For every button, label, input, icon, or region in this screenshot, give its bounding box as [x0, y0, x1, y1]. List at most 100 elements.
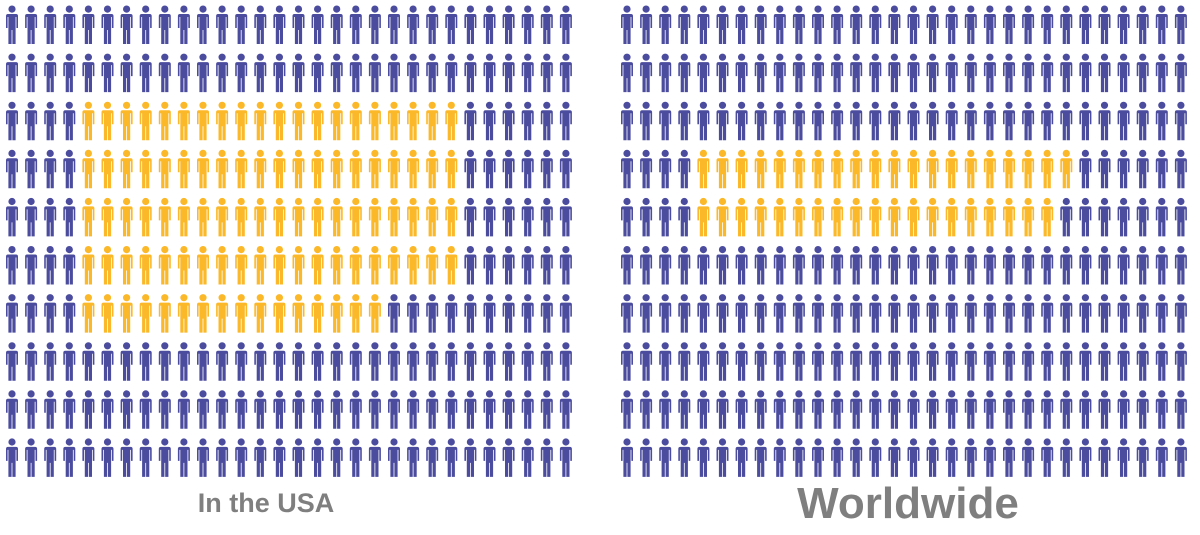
- person: [907, 294, 920, 333]
- person: [177, 390, 190, 429]
- person: [678, 5, 691, 44]
- person: [63, 438, 76, 477]
- person: [5, 390, 18, 429]
- highlighted-person: [311, 294, 324, 333]
- person: [25, 342, 38, 381]
- person: [1022, 294, 1035, 333]
- person: [1155, 342, 1168, 381]
- person: [888, 390, 901, 429]
- person: [483, 53, 496, 93]
- person: [1098, 390, 1111, 429]
- person: [621, 294, 633, 333]
- person: [945, 390, 958, 429]
- person: [445, 438, 458, 477]
- person: [964, 101, 977, 141]
- person: [63, 5, 76, 44]
- person: [1136, 390, 1149, 429]
- person: [1022, 390, 1035, 429]
- person: [850, 390, 863, 429]
- person: [1174, 342, 1187, 381]
- highlighted-person: [292, 149, 305, 189]
- person: [792, 101, 805, 141]
- person: [888, 246, 901, 285]
- person: [63, 101, 76, 141]
- person: [521, 5, 534, 44]
- person: [502, 53, 515, 93]
- person: [850, 5, 863, 44]
- person: [177, 438, 190, 477]
- person: [540, 390, 553, 429]
- highlighted-person: [1041, 197, 1054, 237]
- person: [697, 5, 710, 44]
- person: [44, 101, 57, 141]
- person: [850, 342, 863, 381]
- person: [907, 342, 920, 381]
- person: [254, 390, 267, 429]
- highlighted-person: [773, 197, 786, 237]
- highlighted-person: [716, 197, 729, 237]
- person: [349, 390, 362, 429]
- person: [177, 53, 190, 93]
- highlighted-person: [831, 149, 844, 189]
- person: [464, 390, 477, 429]
- highlighted-person: [407, 101, 420, 141]
- highlighted-person: [177, 197, 190, 237]
- person: [559, 101, 572, 141]
- highlighted-person: [254, 149, 267, 189]
- person: [197, 53, 209, 93]
- highlighted-person: [101, 101, 114, 141]
- person: [82, 342, 95, 381]
- person: [945, 101, 958, 141]
- person: [502, 149, 515, 189]
- person: [697, 342, 710, 381]
- person: [640, 342, 653, 381]
- person: [1117, 53, 1130, 93]
- person: [659, 438, 672, 477]
- highlighted-person: [888, 149, 901, 189]
- person: [407, 438, 420, 477]
- person: [1003, 101, 1015, 141]
- person: [540, 438, 553, 477]
- highlighted-person: [945, 197, 958, 237]
- person: [1174, 246, 1187, 285]
- person: [716, 438, 729, 477]
- person: [63, 246, 76, 285]
- person: [1098, 342, 1111, 381]
- person: [1098, 149, 1111, 189]
- person: [773, 101, 786, 141]
- person: [907, 53, 920, 93]
- person: [850, 294, 863, 333]
- person: [926, 438, 939, 477]
- person: [139, 5, 152, 44]
- person: [1155, 197, 1168, 237]
- highlighted-person: [197, 197, 209, 237]
- person: [216, 342, 229, 381]
- person: [292, 53, 305, 93]
- person: [1136, 197, 1149, 237]
- person: [63, 342, 76, 381]
- person: [483, 246, 496, 285]
- person: [5, 246, 18, 285]
- person: [388, 438, 400, 477]
- person: [254, 53, 267, 93]
- person: [812, 438, 824, 477]
- person: [445, 53, 458, 93]
- person: [1003, 246, 1015, 285]
- person: [197, 390, 209, 429]
- highlighted-person: [1022, 197, 1035, 237]
- person: [521, 53, 534, 93]
- person: [101, 438, 114, 477]
- highlighted-person: [368, 101, 381, 141]
- person: [254, 438, 267, 477]
- person: [5, 53, 18, 93]
- person: [945, 246, 958, 285]
- person: [1041, 53, 1054, 93]
- highlighted-person: [273, 197, 286, 237]
- person: [502, 438, 515, 477]
- person: [464, 438, 477, 477]
- person: [292, 5, 305, 44]
- person: [697, 438, 710, 477]
- person: [792, 294, 805, 333]
- person: [63, 197, 76, 237]
- person: [464, 197, 477, 237]
